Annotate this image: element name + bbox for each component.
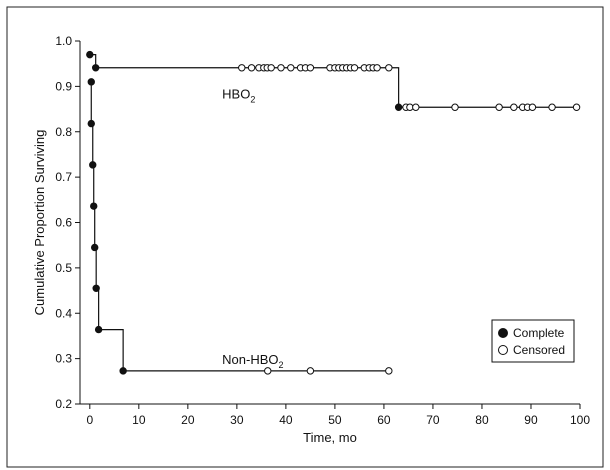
y-tick-label: 0.9 [55,79,72,93]
legend-label: Censored [513,343,565,357]
censored-point [385,367,393,375]
complete-point [94,325,103,334]
series-layer: HBO2 Non-HBO2 [86,50,581,375]
y-axis-label: Cumulative Proportion Surviving [32,130,47,316]
censored-point [495,103,503,111]
x-tick-label: 40 [279,413,293,427]
censored-point [350,64,359,72]
censored-point [277,64,285,72]
legend-censored-marker [498,345,508,355]
complete-point [92,284,100,292]
complete-point [87,119,95,128]
legend-complete-marker [498,328,508,338]
censored-point [528,103,537,111]
y-tick-label: 0.8 [55,125,72,139]
x-tick-label: 90 [524,413,538,427]
x-axis-label: Time, mo [303,430,357,445]
complete-point [87,78,95,86]
censored-point [247,64,256,72]
y-tick-label: 0.7 [55,170,72,184]
figure-frame [6,6,604,468]
y-tick-label: 0.4 [55,306,72,320]
censored-point [373,64,381,72]
x-tick-label: 30 [230,413,244,427]
censored-point [267,64,275,72]
complete-point [90,202,98,210]
complete-point [119,367,127,375]
censored-point [238,64,246,72]
censored-point [264,367,272,375]
y-tick-label: 1.0 [55,34,72,48]
x-tick-label: 100 [570,413,590,427]
x-tick-label: 20 [181,413,195,427]
complete-point [89,161,97,169]
y-tick-label: 0.5 [55,261,72,275]
complete-point [91,64,100,72]
censored-point [451,103,459,111]
x-tick-label: 80 [475,413,489,427]
complete-point [86,50,94,59]
censored-point [510,103,518,111]
x-tick-label: 70 [426,413,440,427]
x-tick-label: 50 [328,413,342,427]
censored-point [287,64,295,72]
series-line-hbo2 [89,54,576,108]
censored-point [306,367,315,375]
complete-point [394,103,403,111]
censored-point [306,64,315,72]
censored-point [572,103,581,111]
series-line-non-hbo2 [90,81,389,372]
censored-point [548,103,556,111]
legend-label: Complete [513,326,565,340]
axes: 0.2 0.3 0.4 0.5 0.6 0.7 0.8 0.9 1.0 0 10 20 30 40 50 60… [32,34,590,445]
series-label-non-hbo2: Non-HBO2 [222,352,283,370]
series-label-hbo2: HBO2 [222,87,255,105]
censored-point [412,103,420,111]
legend-box [491,319,575,363]
y-tick-label: 0.2 [55,397,72,411]
complete-point [91,243,99,252]
y-tick-label: 0.3 [55,352,72,366]
y-tick-label: 0.6 [55,216,72,230]
legend: Complete Censored [491,319,575,363]
x-tick-label: 0 [86,413,93,427]
x-tick-label: 10 [132,413,146,427]
censored-point [385,64,393,72]
x-tick-label: 60 [377,413,391,427]
